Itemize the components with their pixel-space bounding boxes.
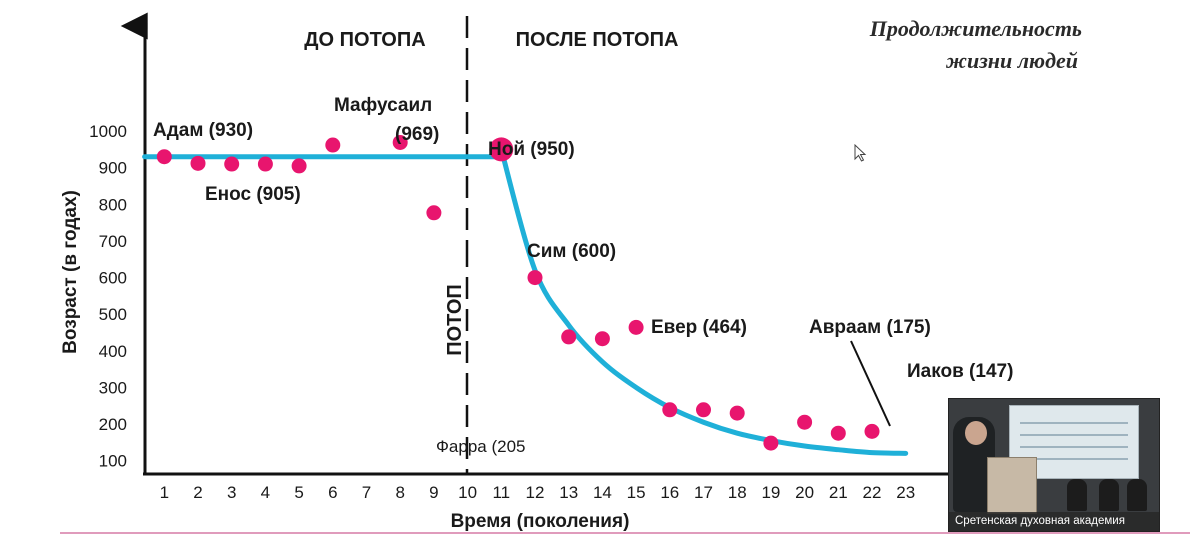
flood-label: ПОТОП bbox=[444, 284, 466, 356]
data-point bbox=[729, 405, 745, 421]
y-axis-label: Возраст (в годах) bbox=[60, 190, 81, 354]
x-tick-label: 3 bbox=[227, 483, 236, 502]
video-overlay[interactable]: Сретенская духовная академия bbox=[948, 398, 1160, 532]
annotation-jacob: Иаков (147) bbox=[907, 361, 1013, 382]
data-point bbox=[190, 155, 206, 171]
data-point bbox=[763, 435, 779, 451]
data-point bbox=[426, 205, 442, 221]
data-point bbox=[594, 331, 610, 347]
annotation-adam: Адам (930) bbox=[153, 120, 253, 141]
x-tick-label: 18 bbox=[728, 483, 747, 502]
data-point bbox=[291, 158, 307, 174]
x-tick-labels: 1 2 3 4 5 6 7 8 9 10 11 12 13 14 15 16 17 18 19 20 21 22 23 bbox=[160, 483, 916, 502]
y-tick-label: 1000 bbox=[89, 122, 127, 141]
audience-member bbox=[1099, 479, 1119, 511]
trend-lines bbox=[142, 146, 909, 456]
data-point bbox=[527, 270, 543, 286]
era-label-after-flood: ПОСЛЕ ПОТОПА bbox=[516, 29, 679, 51]
x-tick-label: 11 bbox=[492, 483, 510, 502]
x-tick-label: 23 bbox=[896, 483, 915, 502]
y-tick-label: 800 bbox=[99, 195, 127, 214]
x-tick-label: 13 bbox=[559, 483, 578, 502]
y-tick-label: 300 bbox=[99, 378, 127, 397]
video-caption: Сретенская духовная академия bbox=[949, 512, 1159, 531]
x-tick-label: 10 bbox=[458, 483, 477, 502]
x-tick-label: 21 bbox=[829, 483, 848, 502]
x-tick-label: 8 bbox=[395, 483, 404, 502]
chart-title-line-2: жизни людей bbox=[945, 48, 1078, 73]
y-tick-label: 700 bbox=[99, 232, 127, 251]
annotation-abraham-leader bbox=[850, 340, 891, 427]
annotation-methuselah: Мафусаил bbox=[334, 95, 432, 116]
y-tick-label: 100 bbox=[99, 452, 127, 471]
x-tick-label: 15 bbox=[627, 483, 646, 502]
data-point bbox=[662, 402, 678, 418]
audience-member bbox=[1067, 479, 1087, 511]
y-tick-label: 500 bbox=[99, 305, 127, 324]
annotation-terah: Фарра (205 bbox=[436, 437, 526, 456]
annotation-shem: Сим (600) bbox=[527, 241, 616, 262]
x-tick-label: 20 bbox=[795, 483, 814, 502]
data-point bbox=[257, 156, 273, 172]
x-tick-label: 17 bbox=[694, 483, 713, 502]
y-tick-labels: 100 200 300 400 500 600 700 800 900 1000 bbox=[89, 122, 127, 471]
data-point bbox=[489, 137, 514, 162]
era-label-before-flood: ДО ПОТОПА bbox=[304, 29, 425, 51]
x-tick-label: 7 bbox=[362, 483, 371, 502]
speaker-head bbox=[965, 421, 987, 445]
data-point bbox=[696, 402, 711, 418]
x-axis-label: Время (поколения) bbox=[451, 511, 630, 532]
x-tick-label: 5 bbox=[294, 483, 303, 502]
x-tick-label: 12 bbox=[526, 483, 545, 502]
data-point bbox=[325, 137, 341, 153]
data-point bbox=[797, 414, 813, 430]
x-tick-label: 1 bbox=[160, 483, 169, 502]
data-point bbox=[628, 319, 644, 335]
x-tick-label: 19 bbox=[761, 483, 780, 502]
x-tick-label: 9 bbox=[429, 483, 438, 502]
audience-member bbox=[1127, 479, 1147, 511]
x-tick-label: 16 bbox=[660, 483, 679, 502]
annotation-abraham: Авраам (175) bbox=[809, 317, 931, 338]
y-tick-label: 600 bbox=[99, 269, 127, 288]
data-point bbox=[392, 134, 408, 150]
data-point bbox=[224, 156, 240, 172]
data-point bbox=[156, 149, 172, 165]
data-point bbox=[561, 329, 577, 345]
chart-title-line-1: Продолжительность bbox=[869, 16, 1082, 41]
y-tick-label: 200 bbox=[99, 415, 127, 434]
data-point bbox=[864, 423, 880, 439]
y-tick-label: 900 bbox=[99, 159, 127, 178]
y-tick-label: 400 bbox=[99, 342, 127, 361]
annotation-enos: Енос (905) bbox=[205, 184, 301, 205]
data-point bbox=[830, 425, 846, 441]
mouse-cursor-icon bbox=[854, 144, 867, 162]
annotation-methuselah-age: (969) bbox=[395, 124, 439, 145]
x-tick-label: 22 bbox=[863, 483, 882, 502]
x-tick-label: 14 bbox=[593, 483, 612, 502]
trend-line-after-flood bbox=[498, 146, 909, 456]
x-tick-label: 4 bbox=[261, 483, 270, 502]
x-tick-label: 2 bbox=[193, 483, 202, 502]
annotation-eber: Евер (464) bbox=[651, 317, 747, 338]
podium bbox=[987, 457, 1037, 514]
data-points bbox=[156, 134, 880, 451]
x-tick-label: 6 bbox=[328, 483, 337, 502]
annotation-noah: Ной (950) bbox=[488, 139, 575, 160]
